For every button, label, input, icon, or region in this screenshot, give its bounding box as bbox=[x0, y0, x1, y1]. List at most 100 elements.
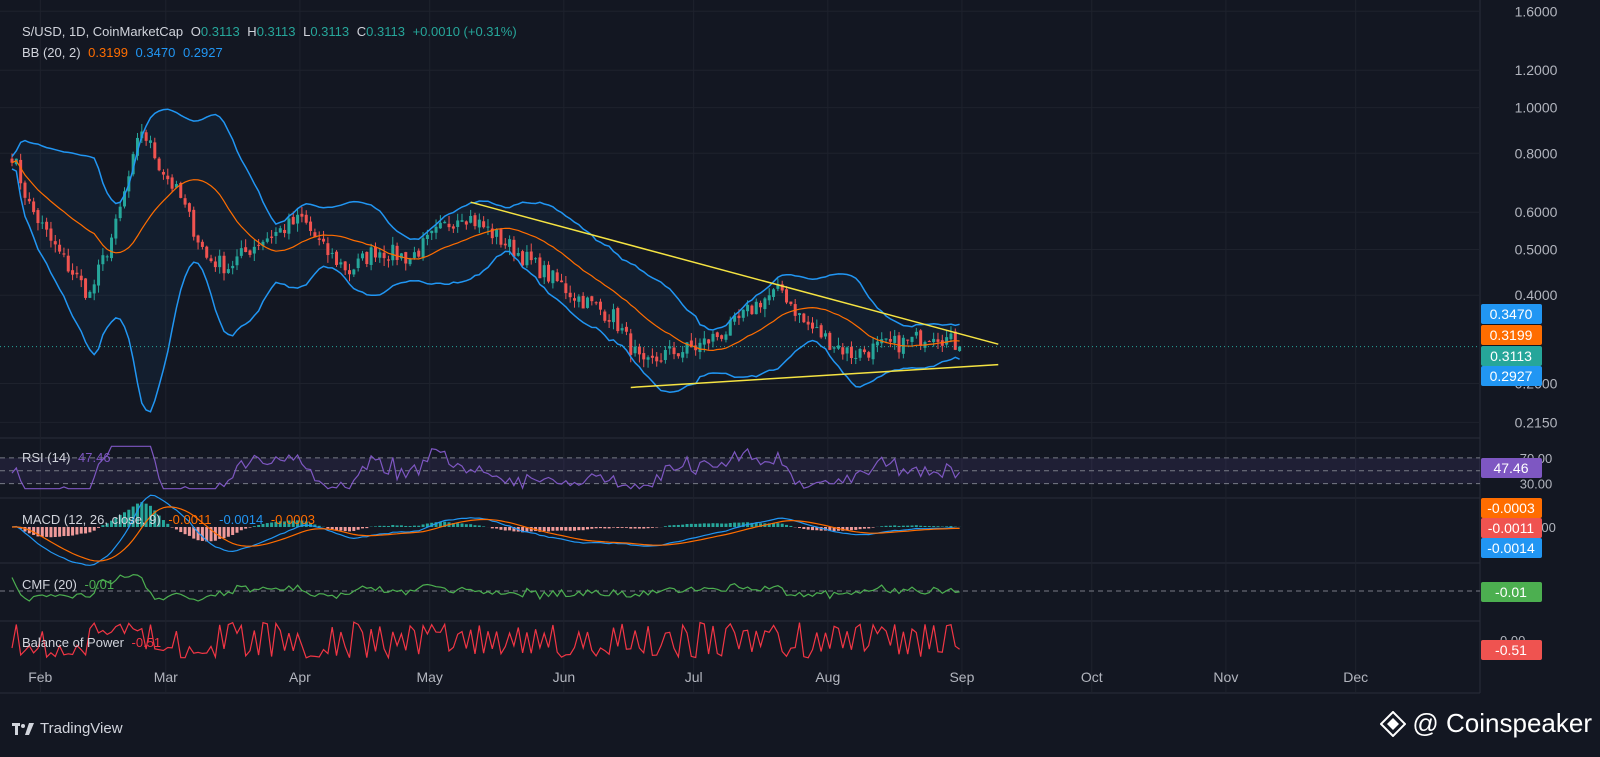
cmf-line bbox=[12, 575, 960, 601]
macd-hist-bar bbox=[811, 527, 814, 530]
macd-hist-bar bbox=[949, 526, 952, 527]
coinspeaker-logo[interactable]: @ Coinspeaker bbox=[1380, 708, 1592, 739]
candle-body bbox=[378, 252, 381, 257]
badge-last-price[interactable]: 0.3113 bbox=[1481, 346, 1542, 366]
macd-hist-bar bbox=[703, 523, 706, 527]
macd-hist-bar bbox=[595, 527, 598, 528]
badge-bop[interactable]: -0.51 bbox=[1481, 640, 1542, 660]
macd-hist-bar bbox=[499, 527, 502, 530]
badge-macd-signal[interactable]: -0.0011 bbox=[1481, 518, 1542, 538]
macd-hist-bar bbox=[84, 527, 87, 533]
candle-body bbox=[698, 343, 701, 352]
macd-hist-bar bbox=[201, 527, 204, 541]
macd-line bbox=[12, 495, 960, 565]
macd-hist-bar bbox=[417, 526, 420, 527]
symbol-title[interactable]: S/USD, 1D, CoinMarketCap bbox=[22, 24, 183, 39]
symbol-legend: S/USD, 1D, CoinMarketCap O0.3113 H0.3113… bbox=[22, 24, 521, 39]
macd-hist-bar bbox=[612, 527, 615, 528]
candle-body bbox=[551, 271, 554, 284]
candle-body bbox=[257, 245, 260, 246]
candle-body bbox=[101, 255, 104, 264]
macd-hist-bar bbox=[93, 527, 96, 531]
candle-body bbox=[145, 132, 148, 141]
macd-hist-bar bbox=[798, 527, 801, 528]
candle-body bbox=[248, 250, 251, 255]
x-tick-label: Jun bbox=[553, 669, 576, 685]
badge-bb-lower-text: 0.2927 bbox=[1490, 368, 1533, 384]
macd-hist-bar bbox=[647, 527, 650, 528]
badge-rsi[interactable]: 47.46 bbox=[1481, 458, 1542, 478]
candle-body bbox=[841, 347, 844, 354]
bop-legend: Balance of Power -0.51 bbox=[22, 635, 165, 650]
macd-hist-bar bbox=[854, 527, 857, 530]
candle-body bbox=[608, 320, 611, 322]
tradingview-logo[interactable]: TradingView bbox=[12, 720, 123, 737]
candle-body bbox=[802, 314, 805, 323]
candle-body bbox=[828, 333, 831, 350]
candle-body bbox=[647, 357, 650, 359]
macd-hist-bar bbox=[478, 525, 481, 527]
badge-cmf[interactable]: -0.01 bbox=[1481, 582, 1542, 602]
rsi-label[interactable]: RSI (14) bbox=[22, 450, 70, 465]
candle-body bbox=[28, 199, 31, 201]
macd-label[interactable]: MACD (12, 26, close, 9) bbox=[22, 512, 161, 527]
macd-hist-bar bbox=[859, 527, 862, 529]
macd-hist-bar bbox=[698, 524, 701, 527]
candle-body bbox=[846, 347, 849, 353]
macd-hist-bar bbox=[872, 527, 875, 528]
candle-body bbox=[573, 298, 576, 300]
candle-body bbox=[504, 244, 507, 246]
candle-body bbox=[318, 238, 321, 240]
tradingview-text: TradingView bbox=[40, 720, 123, 737]
macd-hist-bar bbox=[621, 527, 624, 528]
candle-body bbox=[97, 265, 100, 286]
cmf-value: -0.01 bbox=[85, 577, 115, 592]
badge-bb-lower[interactable]: 0.2927 bbox=[1481, 366, 1542, 386]
bb-label[interactable]: BB (20, 2) bbox=[22, 45, 81, 60]
candle-body bbox=[811, 323, 814, 329]
candle-body bbox=[387, 259, 390, 260]
macd-hist-bar bbox=[668, 525, 671, 527]
x-tick-label: May bbox=[416, 669, 442, 685]
macd-line-value: -0.0014 bbox=[219, 512, 263, 527]
y-tick-label: 1.0000 bbox=[1515, 100, 1558, 116]
macd-hist-bar bbox=[365, 527, 368, 528]
macd-hist-bar bbox=[45, 527, 48, 537]
badge-bb-upper[interactable]: 0.3470 bbox=[1481, 304, 1542, 324]
badge-macd-hist[interactable]: -0.0003 bbox=[1481, 498, 1542, 518]
price-change: +0.0010 (+0.31%) bbox=[413, 24, 517, 39]
candle-body bbox=[664, 350, 667, 360]
candle-body bbox=[724, 334, 727, 339]
y-tick-label: 0.4000 bbox=[1515, 287, 1558, 303]
candle-body bbox=[495, 230, 498, 237]
candle-body bbox=[58, 245, 61, 252]
candle-body bbox=[621, 328, 624, 330]
bop-label[interactable]: Balance of Power bbox=[22, 635, 124, 650]
macd-hist-bar bbox=[404, 526, 407, 527]
macd-hist-bar bbox=[690, 524, 693, 527]
macd-hist-bar bbox=[179, 527, 182, 532]
candle-body bbox=[603, 311, 606, 320]
candle-body bbox=[737, 316, 740, 318]
candle-body bbox=[62, 253, 65, 254]
macd-hist-bar bbox=[928, 526, 931, 527]
bb-legend: BB (20, 2) 0.3199 0.3470 0.2927 bbox=[22, 45, 227, 60]
candle-body bbox=[322, 239, 325, 242]
candle-body bbox=[192, 210, 195, 237]
badge-bb-basis[interactable]: 0.3199 bbox=[1481, 325, 1542, 345]
candle-body bbox=[456, 220, 459, 227]
badge-macd-line[interactable]: -0.0014 bbox=[1481, 538, 1542, 558]
candle-body bbox=[23, 183, 26, 198]
candle-body bbox=[84, 278, 87, 297]
candle-body bbox=[88, 292, 91, 298]
macd-hist-bar bbox=[936, 526, 939, 527]
macd-hist-bar bbox=[915, 525, 918, 527]
macd-hist-bar bbox=[383, 526, 386, 527]
candle-body bbox=[361, 253, 364, 258]
macd-hist-bar bbox=[361, 527, 364, 528]
cmf-label[interactable]: CMF (20) bbox=[22, 577, 77, 592]
macd-hist-bar bbox=[560, 527, 563, 530]
candle-body bbox=[266, 238, 269, 241]
